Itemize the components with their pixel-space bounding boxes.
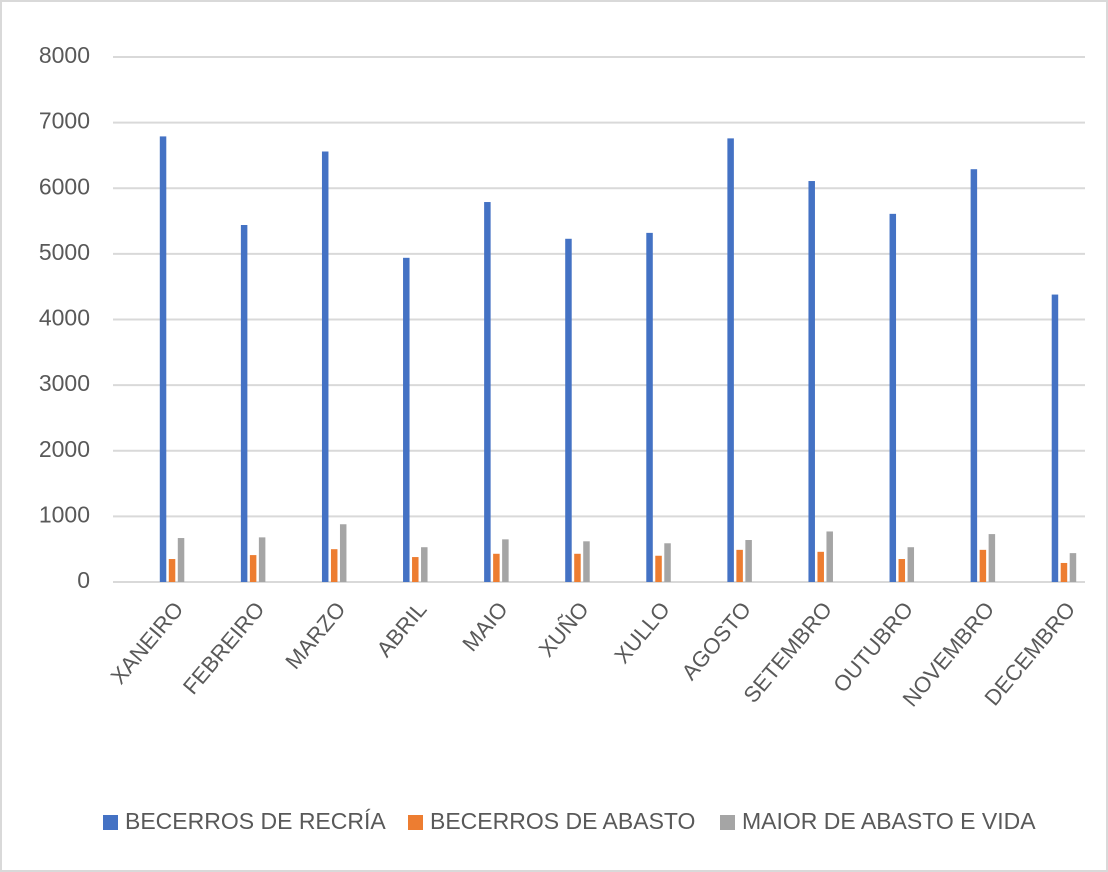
bar: [664, 543, 671, 582]
y-tick-label: 3000: [39, 370, 90, 396]
bar: [889, 213, 897, 582]
bar: [583, 541, 590, 582]
y-tick-label: 0: [77, 567, 90, 593]
y-tick-label: 2000: [39, 436, 90, 462]
bar: [493, 553, 500, 582]
y-tick-label: 4000: [39, 305, 90, 331]
bar: [249, 555, 257, 582]
bar: [403, 257, 410, 582]
bar: [970, 169, 978, 582]
y-tick-label: 6000: [39, 173, 90, 199]
bar: [1051, 294, 1059, 582]
bar: [817, 551, 824, 582]
y-tick-label: 8000: [39, 42, 90, 68]
bar: [258, 537, 266, 582]
bar: [565, 238, 572, 582]
bar: [168, 559, 176, 582]
bar: [745, 540, 752, 582]
bar: [484, 202, 491, 582]
bar: [177, 538, 185, 582]
bar: [655, 555, 662, 582]
legend-swatch: [720, 815, 735, 830]
bar: [1069, 553, 1077, 582]
legend-label: MAIOR DE ABASTO E VIDA: [742, 808, 1036, 834]
legend-label: BECERROS DE ABASTO: [430, 808, 695, 834]
bar: [421, 547, 428, 582]
y-tick-label: 1000: [39, 501, 90, 527]
bar: [412, 557, 419, 582]
bar: [330, 549, 338, 582]
bar: [907, 547, 915, 582]
bar: [826, 531, 833, 582]
legend-swatch: [103, 815, 118, 830]
bar: [988, 534, 996, 582]
bar: [159, 136, 167, 582]
bar: [574, 553, 581, 582]
y-tick-label: 7000: [39, 108, 90, 134]
legend-label: BECERROS DE RECRÍA: [125, 808, 386, 834]
bar: [808, 181, 815, 582]
y-tick-label: 5000: [39, 239, 90, 265]
bar: [321, 151, 329, 582]
legend-swatch: [408, 815, 423, 830]
bar: [339, 524, 347, 582]
bar: [727, 138, 734, 582]
bar: [240, 225, 248, 582]
bar: [898, 559, 906, 582]
bar: [979, 549, 987, 582]
bar: [736, 549, 743, 582]
bar: [502, 539, 509, 582]
bar: [1060, 562, 1068, 582]
bar: [646, 232, 653, 582]
